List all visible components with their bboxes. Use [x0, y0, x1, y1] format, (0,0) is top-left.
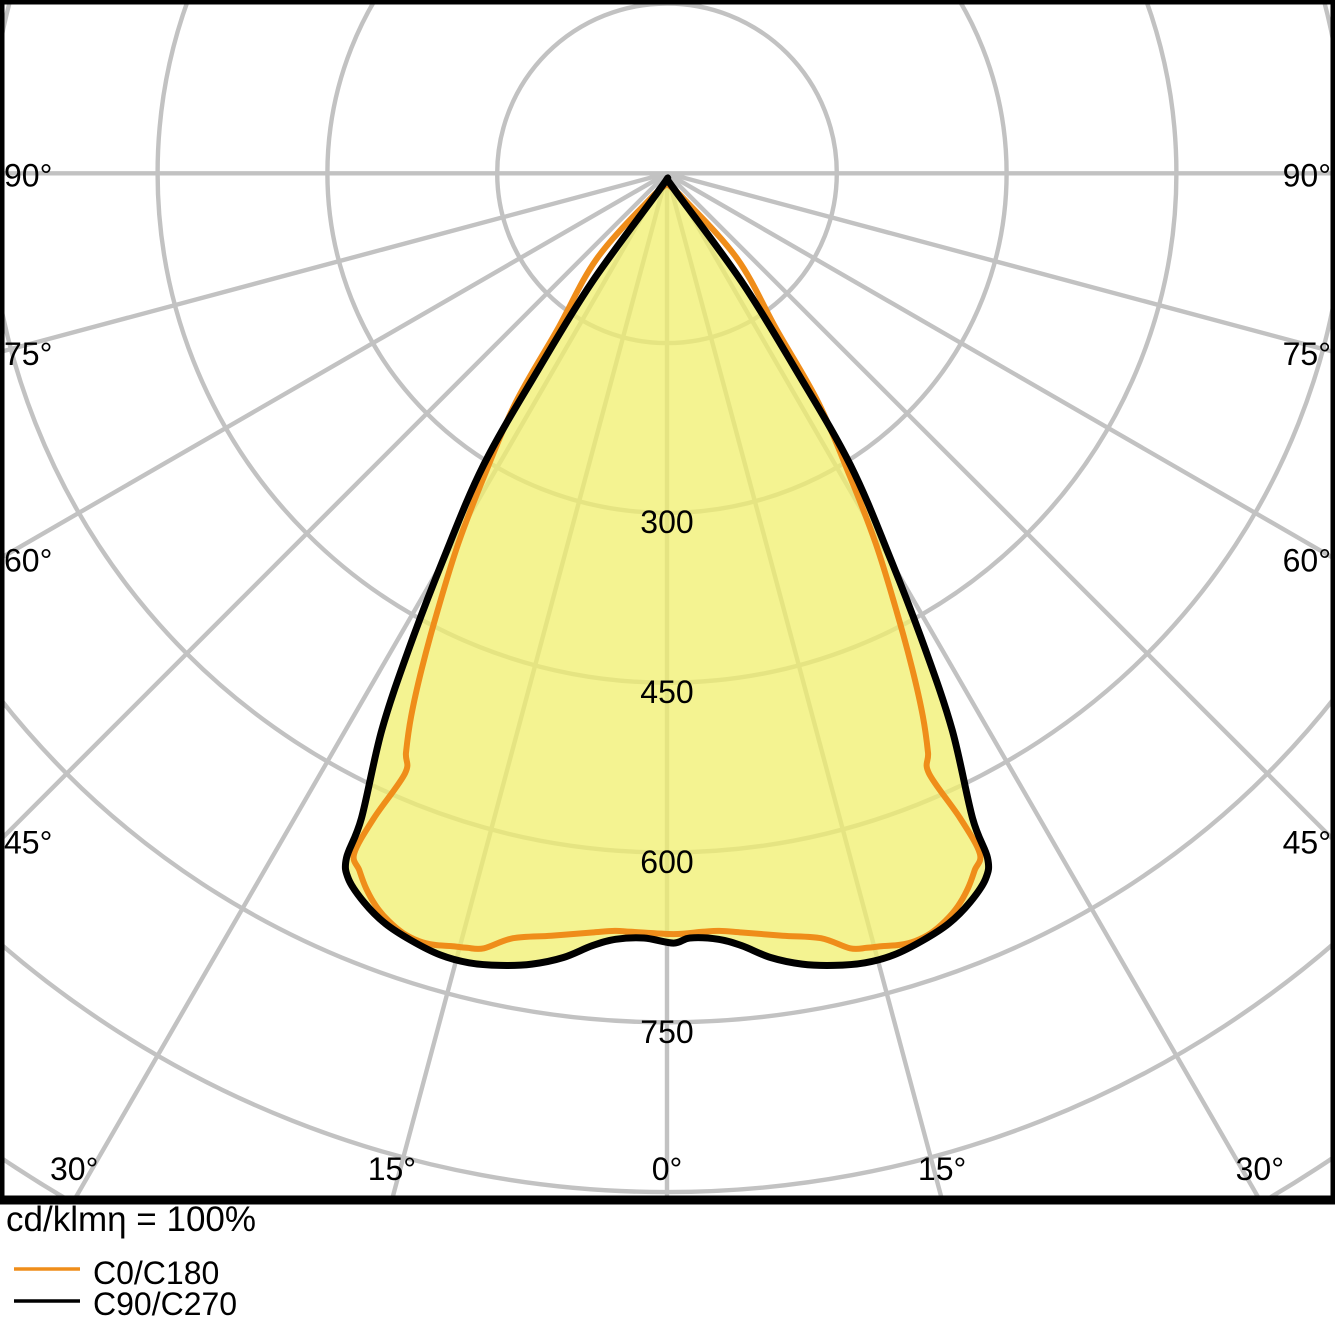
- svg-text:90°: 90°: [1283, 157, 1331, 193]
- svg-text:75°: 75°: [4, 336, 52, 372]
- svg-text:750: 750: [640, 1014, 693, 1050]
- svg-text:0°: 0°: [652, 1151, 683, 1187]
- svg-text:15°: 15°: [918, 1151, 966, 1187]
- svg-text:90°: 90°: [4, 157, 52, 193]
- svg-text:450: 450: [640, 674, 693, 710]
- svg-text:45°: 45°: [1283, 824, 1331, 860]
- svg-text:300: 300: [640, 504, 693, 540]
- svg-text:600: 600: [640, 844, 693, 880]
- svg-text:45°: 45°: [4, 824, 52, 860]
- svg-text:30°: 30°: [1236, 1151, 1284, 1187]
- svg-text:cd/klmη = 100%: cd/klmη = 100%: [6, 1200, 256, 1239]
- svg-text:C90/C270: C90/C270: [93, 1286, 237, 1322]
- svg-text:75°: 75°: [1283, 336, 1331, 372]
- svg-text:15°: 15°: [368, 1151, 416, 1187]
- svg-text:60°: 60°: [4, 542, 52, 578]
- svg-text:60°: 60°: [1283, 542, 1331, 578]
- svg-text:30°: 30°: [50, 1151, 98, 1187]
